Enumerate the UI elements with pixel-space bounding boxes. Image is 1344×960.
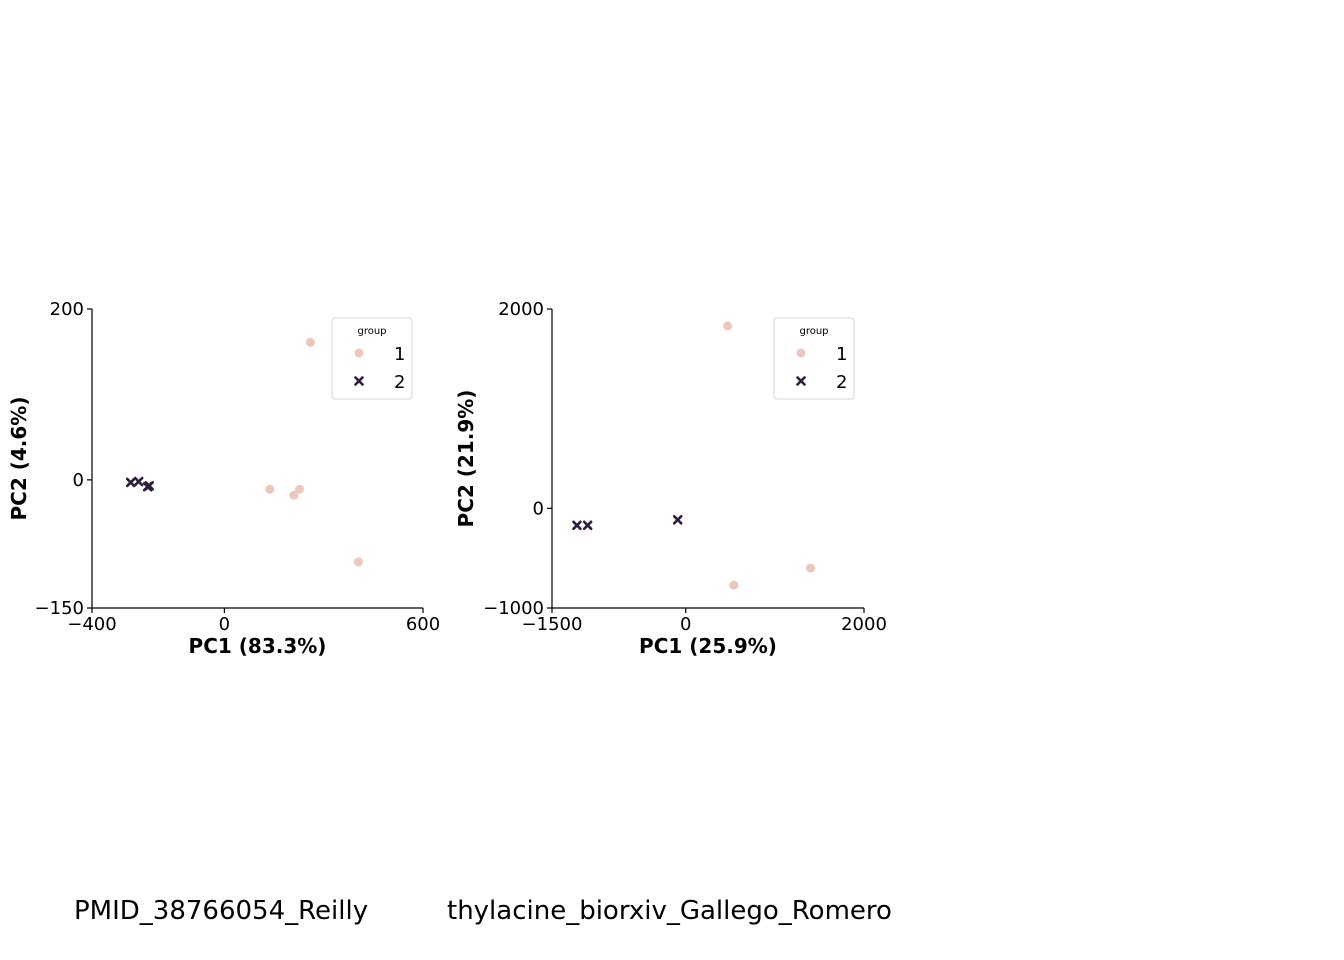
scatter-panel-1: −400 0 600 −150 0 200 PC1 (83.3%) PC2 (4.6%) gro… bbox=[7, 299, 440, 658]
legend-marker-1 bbox=[796, 348, 806, 358]
legend: group 1 2 bbox=[331, 317, 413, 400]
y-tick-label: −1000 bbox=[483, 598, 544, 619]
data-point-group-1 bbox=[806, 563, 816, 573]
legend-marker-2 bbox=[796, 376, 806, 386]
y-tick-label: 0 bbox=[533, 498, 544, 519]
legend-label-1: 1 bbox=[836, 344, 847, 365]
x-tick-label: 0 bbox=[680, 614, 691, 635]
legend-title: group bbox=[357, 326, 386, 337]
caption-panel-1: PMID_38766054_Reilly bbox=[74, 896, 369, 926]
legend-frame bbox=[773, 317, 855, 400]
data-point-group-2 bbox=[133, 476, 144, 487]
legend: group 1 2 bbox=[773, 317, 855, 400]
scatter-panel-2: −1500 0 2000 −1000 0 2000 PC1 (25.9%) PC2 (21.9… bbox=[454, 299, 887, 658]
data-point-group-2 bbox=[572, 520, 582, 531]
x-tick-label: 600 bbox=[406, 614, 440, 635]
data-point-group-1 bbox=[729, 580, 739, 590]
x-tick-label: 2000 bbox=[841, 614, 887, 635]
y-tick-label: 2000 bbox=[498, 299, 544, 320]
data-point-group-2 bbox=[672, 514, 683, 525]
data-point-group-1 bbox=[295, 484, 305, 494]
x-axis-label: PC1 (83.3%) bbox=[189, 634, 327, 658]
data-point-group-2 bbox=[144, 481, 155, 491]
x-tick-label: −1500 bbox=[522, 614, 583, 635]
data-point-group-1 bbox=[353, 557, 363, 567]
legend-label-2: 2 bbox=[836, 372, 847, 393]
y-axis-label: PC2 (4.6%) bbox=[7, 397, 31, 521]
data-point-group-1 bbox=[265, 484, 275, 494]
data-point-group-2 bbox=[582, 520, 593, 531]
data-point-group-1 bbox=[289, 490, 299, 500]
x-axis-label: PC1 (25.9%) bbox=[639, 634, 777, 658]
legend-label-1: 1 bbox=[394, 344, 405, 365]
legend-label-2: 2 bbox=[394, 372, 405, 393]
y-tick-label: 0 bbox=[73, 470, 84, 491]
data-point-group-1 bbox=[305, 337, 315, 347]
data-point-group-1 bbox=[723, 321, 733, 331]
caption-panel-2: thylacine_biorxiv_Gallego_Romero bbox=[447, 896, 892, 926]
y-tick-label: 200 bbox=[50, 299, 84, 320]
x-tick-label: −400 bbox=[67, 614, 116, 635]
legend-marker-2 bbox=[354, 376, 364, 386]
legend-title: group bbox=[799, 326, 828, 337]
y-tick-label: −150 bbox=[35, 598, 84, 619]
legend-marker-1 bbox=[354, 348, 364, 358]
data-point-group-2 bbox=[125, 477, 136, 488]
y-axis-label: PC2 (21.9%) bbox=[454, 390, 478, 528]
x-tick-label: 0 bbox=[219, 614, 230, 635]
legend-frame bbox=[331, 317, 413, 400]
